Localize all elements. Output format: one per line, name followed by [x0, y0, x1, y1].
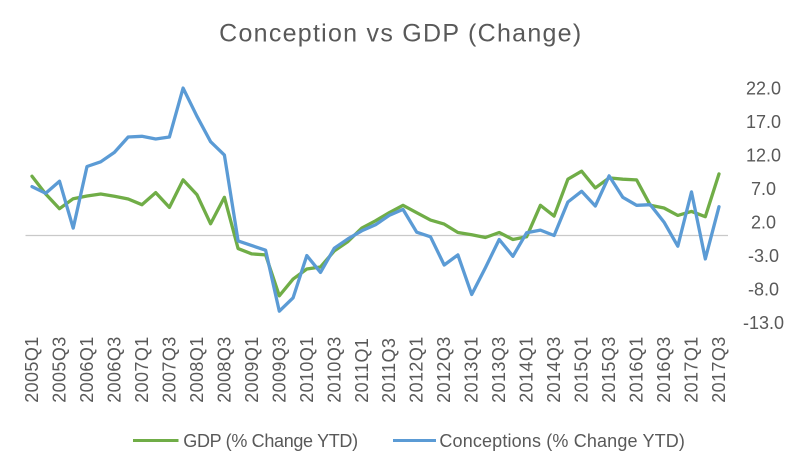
svg-text:2013Q3: 2013Q3 [489, 336, 509, 402]
svg-text:2016Q1: 2016Q1 [627, 336, 647, 402]
svg-text:2008Q3: 2008Q3 [214, 336, 234, 402]
svg-text:2010Q3: 2010Q3 [324, 336, 344, 402]
svg-text:2012Q3: 2012Q3 [434, 336, 454, 402]
svg-text:2014Q1: 2014Q1 [517, 336, 537, 402]
svg-text:22.0: 22.0 [746, 79, 781, 99]
svg-text:2012Q1: 2012Q1 [407, 336, 427, 402]
svg-text:2008Q1: 2008Q1 [187, 336, 207, 402]
svg-text:12.0: 12.0 [746, 146, 781, 166]
svg-text:2006Q1: 2006Q1 [77, 336, 97, 402]
svg-text:2007Q3: 2007Q3 [159, 336, 179, 402]
svg-text:2010Q1: 2010Q1 [297, 336, 317, 402]
svg-text:-8.0: -8.0 [748, 280, 779, 300]
svg-text:7.0: 7.0 [751, 179, 776, 199]
svg-text:2014Q3: 2014Q3 [544, 336, 564, 402]
svg-text:2013Q1: 2013Q1 [462, 336, 482, 402]
svg-text:2011Q1: 2011Q1 [352, 338, 372, 403]
svg-text:2.0: 2.0 [751, 213, 776, 233]
svg-text:2009Q1: 2009Q1 [242, 336, 262, 402]
svg-text:17.0: 17.0 [746, 112, 781, 132]
svg-text:2005Q1: 2005Q1 [22, 336, 42, 402]
svg-text:2009Q3: 2009Q3 [269, 336, 289, 402]
svg-text:2015Q3: 2015Q3 [599, 336, 619, 402]
svg-text:GDP (% Change YTD): GDP (% Change YTD) [183, 431, 357, 451]
svg-text:2017Q1: 2017Q1 [682, 336, 702, 402]
svg-text:Conceptions (% Change YTD): Conceptions (% Change YTD) [439, 431, 685, 451]
svg-text:2011Q3: 2011Q3 [379, 338, 399, 403]
svg-text:2016Q3: 2016Q3 [654, 336, 674, 402]
svg-text:2006Q3: 2006Q3 [104, 336, 124, 402]
svg-text:Conception vs GDP (Change): Conception vs GDP (Change) [219, 20, 582, 48]
svg-text:-13.0: -13.0 [743, 313, 784, 333]
svg-text:2017Q3: 2017Q3 [709, 336, 729, 402]
svg-text:2007Q1: 2007Q1 [132, 336, 152, 402]
svg-text:2005Q3: 2005Q3 [50, 336, 70, 402]
svg-text:-3.0: -3.0 [748, 246, 779, 266]
svg-text:2015Q1: 2015Q1 [572, 336, 592, 402]
